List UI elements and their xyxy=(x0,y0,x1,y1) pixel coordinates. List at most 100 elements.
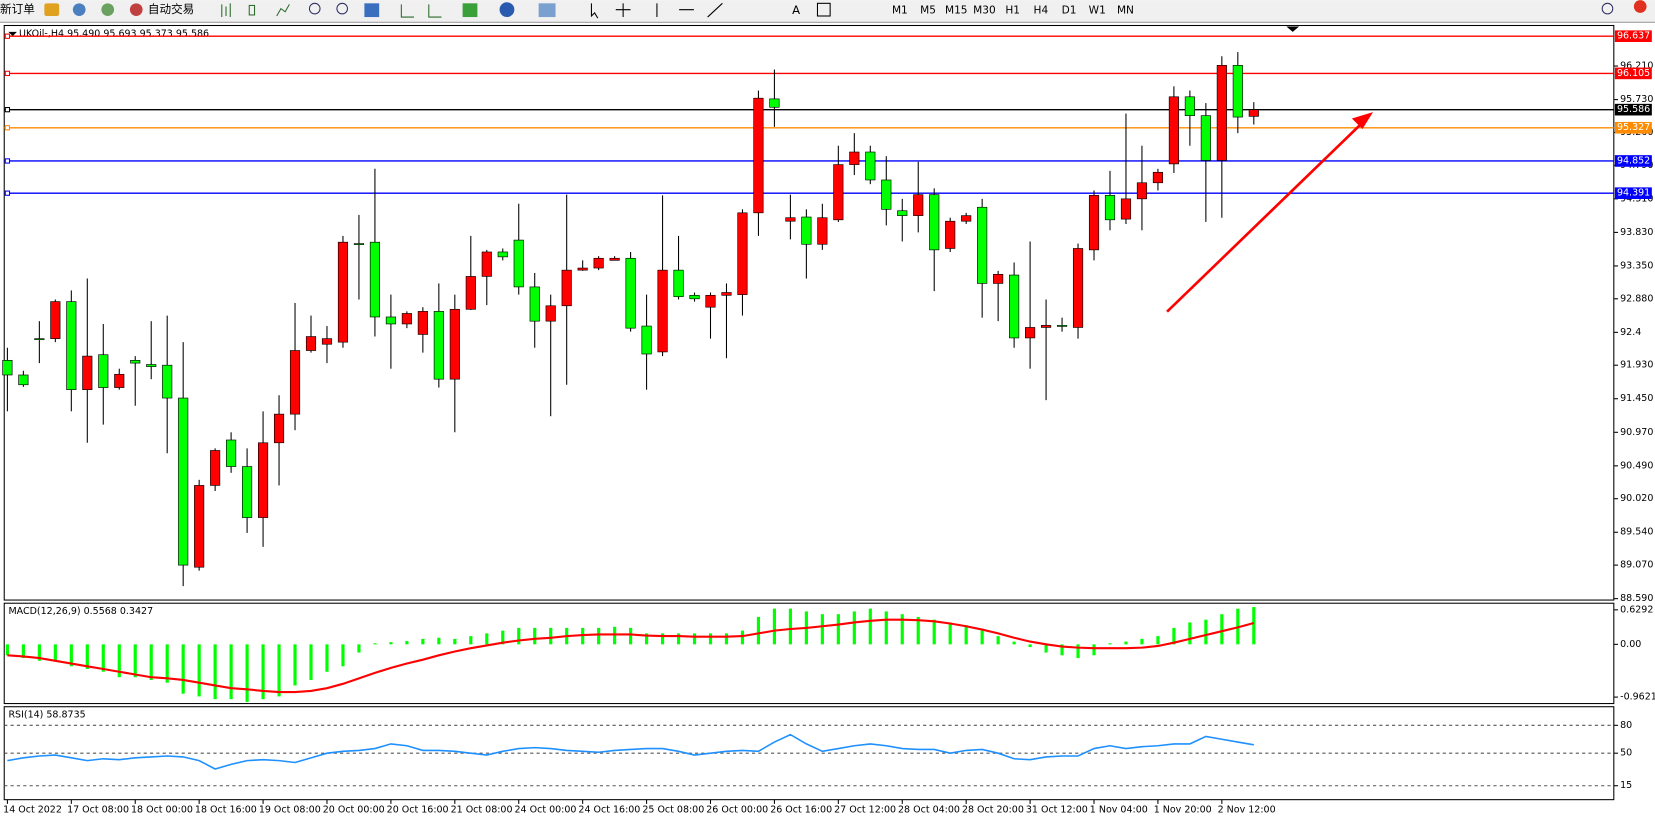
price-panel xyxy=(3,24,1615,601)
text-tool[interactable]: A xyxy=(792,3,800,17)
templates[interactable] xyxy=(538,3,556,18)
zoom-in[interactable] xyxy=(308,2,321,15)
timeframe-button[interactable]: H1 xyxy=(1005,5,1020,17)
x-tick-label: 26 Oct 00:00 xyxy=(706,805,768,816)
y-tick-label: 0.00 xyxy=(1620,639,1641,650)
icon[interactable] xyxy=(248,4,256,16)
candle-body xyxy=(1072,248,1084,328)
candle-body xyxy=(401,313,412,325)
candle-body xyxy=(833,164,844,221)
candle-body xyxy=(289,350,301,415)
rsi-line xyxy=(7,733,1254,770)
candle-body xyxy=(210,450,221,486)
y-tick-label: 89.540 xyxy=(1620,527,1653,538)
level-handle xyxy=(4,33,11,39)
x-tick-label: 24 Oct 16:00 xyxy=(578,805,640,816)
icon[interactable] xyxy=(221,3,231,18)
timeframe-button[interactable]: D1 xyxy=(1062,5,1077,17)
candle-body xyxy=(34,338,45,341)
icon[interactable] xyxy=(72,3,86,16)
line-tools[interactable] xyxy=(656,2,723,18)
candle-body xyxy=(321,338,333,345)
icon[interactable] xyxy=(129,3,143,16)
candle-body xyxy=(865,151,876,181)
y-tick-label: 90.020 xyxy=(1620,493,1653,504)
label-tool[interactable] xyxy=(816,2,831,17)
candle-body xyxy=(1248,109,1259,117)
candle-body xyxy=(337,241,349,343)
timeframe-button[interactable]: M1 xyxy=(892,5,908,17)
candle-body xyxy=(305,336,317,351)
candle-body xyxy=(226,439,237,467)
y-tick-label: 15 xyxy=(1620,780,1632,791)
level-handle xyxy=(4,190,11,196)
candle-body xyxy=(529,286,540,322)
signal-line xyxy=(7,618,1255,694)
new-order-button[interactable]: 新订单 xyxy=(0,2,35,16)
indicators[interactable] xyxy=(462,3,478,18)
candle-body xyxy=(705,294,716,308)
level-label-bg xyxy=(1614,187,1652,199)
candle-body xyxy=(1120,198,1132,220)
x-tick-label: 20 Oct 16:00 xyxy=(387,805,449,816)
cursor[interactable] xyxy=(590,3,599,19)
x-tick-label: 21 Oct 08:00 xyxy=(451,805,513,816)
candle-body xyxy=(162,364,173,399)
timeframe-button[interactable]: W1 xyxy=(1089,5,1106,17)
candle-body xyxy=(673,269,684,298)
candle-body xyxy=(1136,182,1148,200)
level-label: 96.637 xyxy=(1617,31,1650,42)
candle-body xyxy=(817,217,828,245)
candle-body xyxy=(561,269,572,307)
level-label-bg xyxy=(1614,67,1652,80)
periods[interactable] xyxy=(499,2,515,18)
candle-body xyxy=(737,212,748,295)
candle-body xyxy=(1025,327,1036,339)
candle-body xyxy=(82,355,93,390)
candle-body xyxy=(625,257,636,329)
icon[interactable] xyxy=(276,4,290,17)
notification[interactable] xyxy=(1633,0,1647,13)
icon[interactable] xyxy=(101,3,115,16)
level-label: 94.391 xyxy=(1617,188,1650,199)
tile-windows[interactable] xyxy=(364,3,380,18)
y-tick-label: 0.6292 xyxy=(1620,604,1653,615)
y-tick-label: 91.930 xyxy=(1620,360,1653,371)
candle-body xyxy=(66,301,77,390)
auto-trading-button[interactable]: 自动交易 xyxy=(148,2,194,16)
timeframe-button[interactable]: M15 xyxy=(945,5,968,17)
icon[interactable] xyxy=(44,3,60,16)
candle-body xyxy=(881,179,892,210)
zoom-out[interactable] xyxy=(336,2,349,15)
level-label: 96.105 xyxy=(1617,68,1650,79)
candle-body xyxy=(353,243,365,245)
candle-body xyxy=(977,206,988,284)
level-handle xyxy=(4,158,11,164)
timeframes: M1 M5 M15 M30 H1 H4 D1 W1 MN xyxy=(892,5,1134,17)
timeframe-button[interactable]: M30 xyxy=(973,5,996,17)
trend-arrow xyxy=(1166,121,1364,313)
candle-body xyxy=(545,305,556,322)
candle-body xyxy=(945,220,956,249)
candle-body xyxy=(98,354,109,388)
x-tick-label: 17 Oct 08:00 xyxy=(67,805,129,816)
title-marker xyxy=(8,31,17,37)
candle-body xyxy=(513,239,524,288)
timeframe-button[interactable]: H4 xyxy=(1034,5,1049,17)
rsi-title: RSI(14) 58.8735 xyxy=(8,710,85,721)
y-tick-label: 90.490 xyxy=(1620,460,1653,471)
icon[interactable] xyxy=(400,4,442,18)
candle-body xyxy=(481,251,492,277)
shift-marker xyxy=(1286,26,1300,32)
level-label-bg xyxy=(1614,121,1652,134)
chart-type-icons xyxy=(221,3,290,18)
crosshair[interactable] xyxy=(615,3,631,18)
timeframe-button[interactable]: MN xyxy=(1117,5,1134,17)
level-label: 95.327 xyxy=(1617,122,1650,133)
candle-body xyxy=(50,301,61,339)
x-tick-label: 19 Oct 08:00 xyxy=(259,805,321,816)
search[interactable] xyxy=(1601,2,1614,15)
candle-body xyxy=(449,308,460,380)
timeframe-button[interactable]: M5 xyxy=(920,5,936,17)
